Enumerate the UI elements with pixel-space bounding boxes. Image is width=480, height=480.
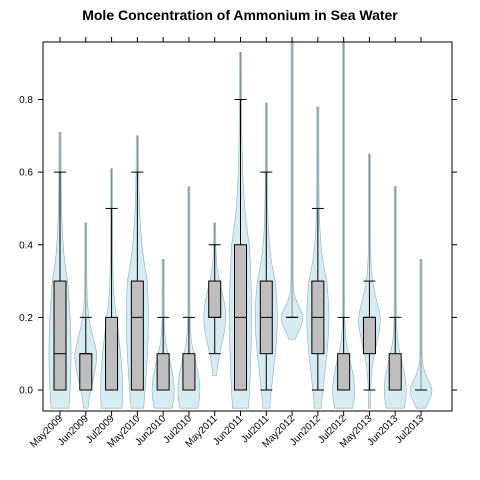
box-Jul2009 <box>105 316 119 391</box>
y-axis: 0.0 0.2 0.4 0.6 0.8 <box>19 95 457 397</box>
chart-title: Mole Concentration of Ammonium in Sea Wa… <box>82 7 398 23</box>
box-Jun2013 <box>388 353 402 391</box>
box-Jul2010 <box>182 353 196 391</box>
box-May2009 <box>53 280 67 391</box>
y-tick-label: 0.0 <box>19 386 33 397</box>
y-tick-label: 0.2 <box>19 313 33 324</box>
box-May2013 <box>362 316 376 355</box>
boxes-layer <box>53 41 427 391</box>
y-tick-label: 0.4 <box>19 240 33 251</box>
box-May2011 <box>208 280 222 318</box>
box-May2010 <box>130 280 144 391</box>
y-tick-label: 0.6 <box>19 168 33 179</box>
box-Jul2012 <box>337 353 351 391</box>
y-tick-label: 0.8 <box>19 95 33 106</box>
box-Jun2010 <box>156 353 170 391</box>
box-Jun2009 <box>79 353 93 391</box>
plot-frame <box>42 41 453 412</box>
x-tick-label-Jul2013: Jul2013 <box>394 413 427 446</box>
